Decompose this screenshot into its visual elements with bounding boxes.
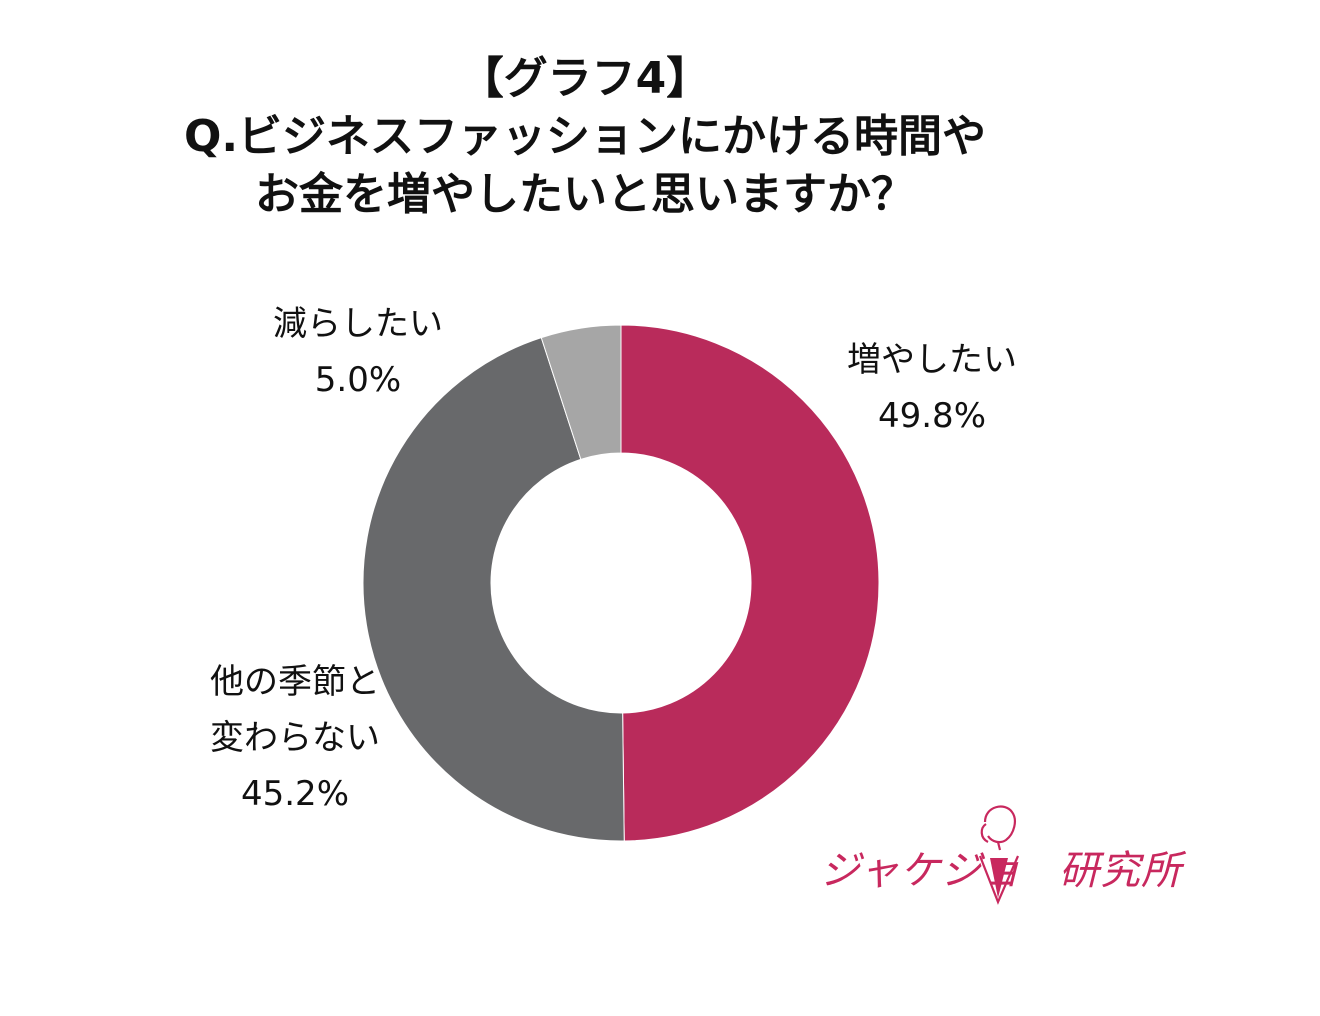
title-line-1: 【グラフ4】 (459, 53, 711, 104)
logo-text: ジャケジョ 研究所 (820, 838, 1182, 896)
title-line-3: お金を増やしたいと思いますか？ (255, 169, 915, 220)
slice-label-increase-name: 増やしたい (847, 340, 1017, 380)
title-line-2: Q.ビジネスファッションにかける時間や (183, 111, 987, 162)
woman-silhouette-icon (978, 805, 1020, 905)
slice-label-decrease: 減らしたい 5.0% (258, 296, 458, 408)
chart-title: 【グラフ4】 Q.ビジネスファッションにかける時間や お金を増やしたいと思います… (0, 50, 1170, 224)
slice-label-same-name-1: 他の季節と (210, 662, 380, 702)
brand-logo: ジャケジョ 研究所 (820, 798, 1181, 908)
slice-label-increase-value: 49.8% (877, 396, 986, 436)
slice-label-same-value: 45.2% (240, 774, 349, 814)
slice-same (362, 336, 625, 842)
slice-label-same-name-2: 変わらない (210, 718, 380, 758)
slice-increase (620, 324, 880, 842)
slice-label-increase: 増やしたい 49.8% (832, 332, 1032, 444)
slice-label-decrease-value: 5.0% (314, 360, 402, 400)
slice-label-same: 他の季節と 変わらない 45.2% (190, 654, 400, 822)
slice-decrease (540, 324, 622, 460)
donut-slices (362, 324, 880, 842)
logo-text-left: ジャケジョ (820, 848, 1023, 894)
slice-label-decrease-name: 減らしたい (273, 304, 443, 344)
logo-text-right: 研究所 (1059, 848, 1182, 894)
